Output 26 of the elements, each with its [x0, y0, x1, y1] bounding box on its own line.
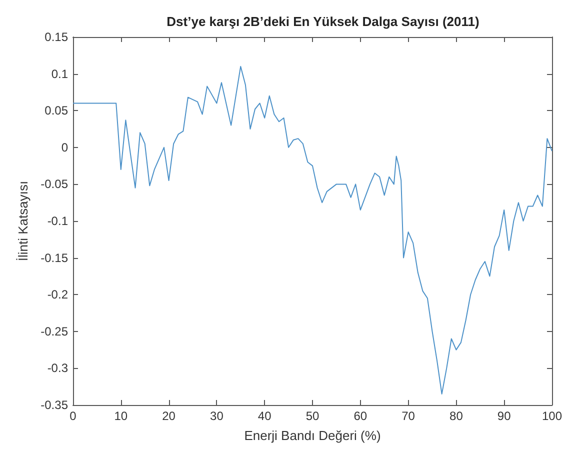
x-tick-label: 70 [402, 409, 416, 423]
y-tick-label: -0.05 [40, 177, 68, 192]
y-tick-label: -0.35 [40, 398, 68, 412]
y-tick-label: -0.2 [47, 288, 68, 302]
y-tick-label: 0.1 [51, 66, 68, 81]
line-series [72, 66, 552, 394]
y-tick-label: -0.1 [47, 214, 68, 228]
x-tick-label: 40 [258, 409, 272, 423]
x-tick-label: 20 [162, 409, 176, 423]
x-tick-label: 60 [354, 409, 368, 423]
y-tick-label: 0.05 [44, 104, 68, 118]
y-tick-label: 0.15 [44, 30, 68, 44]
x-tick-label: 50 [306, 409, 320, 423]
x-tick-label: 90 [497, 409, 512, 423]
y-tick-label: -0.25 [40, 324, 68, 338]
x-tick-label: 0 [70, 409, 77, 423]
chart-title: Dst’ye karşı 2B’deki En Yüksek Dalga Sayısı (2011) [166, 14, 480, 29]
y-axis-title: İlinti Katsayısı [16, 180, 31, 262]
x-tick-label: 30 [210, 409, 224, 423]
x-tick-label: 80 [450, 409, 464, 423]
y-tick-label: -0.3 [47, 361, 68, 376]
x-tick-label: 100 [542, 409, 562, 423]
x-axis-title: Enerji Bandı Değeri (%) [244, 428, 381, 443]
x-tick-label: 10 [114, 409, 128, 423]
y-tick-label: -0.15 [40, 250, 68, 265]
y-tick-label: 0 [61, 140, 68, 154]
